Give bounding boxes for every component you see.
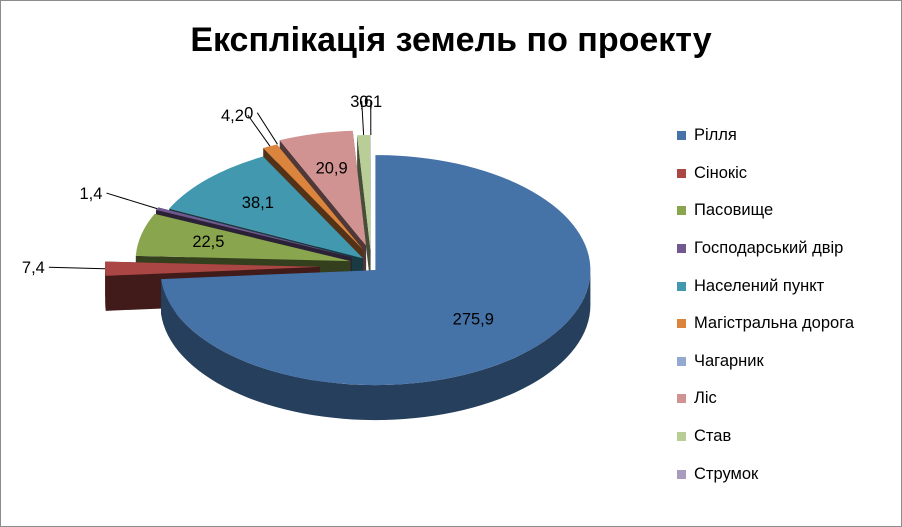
legend-item-сінокіс: Сінокіс (677, 155, 854, 193)
data-label-чагарник: 0 (244, 105, 253, 123)
legend-item-ліс: Ліс (677, 380, 854, 418)
slice-ліс (279, 130, 367, 246)
legend-item-чагарник: Чагарник (677, 343, 854, 381)
slice-став (357, 135, 371, 251)
data-label-струмок: 0,1 (359, 93, 382, 111)
legend-item-магістральна-дорога: Магістральна дорога (677, 305, 854, 343)
data-label-став: 3,6 (350, 93, 373, 111)
slice-магістральна-дорога (263, 144, 364, 250)
legend-item-став: Став (677, 418, 854, 456)
legend-item-населений-пункт: Населений пункт (677, 267, 854, 305)
legend-label: Чагарник (694, 351, 764, 370)
legend-swatch (677, 131, 686, 141)
data-label-магістральна-дорога: 4,2 (221, 107, 244, 125)
legend-swatch (677, 356, 686, 366)
legend-label: Магістральна дорога (694, 314, 855, 333)
leader-line-чагарник (256, 112, 278, 145)
data-label-рілля: 275,9 (453, 310, 494, 328)
leader-line-магістральна-дорога (247, 114, 271, 147)
leader-line-господарський-двір (106, 192, 158, 210)
legend-label: Струмок (694, 464, 759, 483)
legend-swatch (677, 319, 686, 329)
legend-label: Став (694, 427, 732, 446)
legend-label: Ліс (694, 389, 717, 408)
legend-label: Населений пункт (694, 276, 825, 295)
legend-swatch (677, 168, 686, 178)
legend-swatch (677, 432, 686, 442)
data-label-населений-пункт: 38,1 (242, 194, 274, 212)
data-label-пасовище: 22,5 (192, 233, 224, 251)
legend-swatch (677, 469, 686, 479)
slice-рілля (161, 155, 591, 386)
slice-edge-став-0 (357, 135, 371, 286)
legend-label: Пасовище (694, 201, 774, 220)
slice-пасовище (135, 213, 351, 262)
legend-label: Рілля (694, 126, 737, 145)
data-label-сінокіс: 7,4 (22, 259, 45, 277)
data-label-господарський-двір: 1,4 (80, 185, 103, 203)
legend-label: Господарський двір (694, 239, 844, 258)
legend-item-господарський-двір: Господарський двір (677, 230, 854, 268)
slice-сінокіс (105, 261, 321, 276)
leader-line-став (361, 100, 365, 136)
legend-swatch (677, 394, 686, 404)
slice-wall-сінокіс (105, 266, 106, 311)
legend-swatch (677, 206, 686, 216)
legend-swatch (677, 244, 686, 254)
legend-swatch (677, 281, 686, 291)
slice-населений-пункт (169, 156, 364, 259)
legend-item-рілля: Рілля (677, 117, 854, 155)
data-label-ліс: 20,9 (316, 160, 348, 178)
legend-item-струмок: Струмок (677, 455, 854, 493)
legend: Рілля Сінокіс Пасовище Господарський двір На… (677, 117, 854, 493)
legend-label: Сінокіс (694, 163, 748, 182)
slice-господарський-двір (155, 207, 352, 258)
slice-wall-рілля (161, 270, 591, 421)
chart-title: Експлікація земель по проекту (190, 21, 712, 59)
legend-item-пасовище: Пасовище (677, 192, 854, 230)
leader-line-сінокіс (48, 266, 106, 270)
